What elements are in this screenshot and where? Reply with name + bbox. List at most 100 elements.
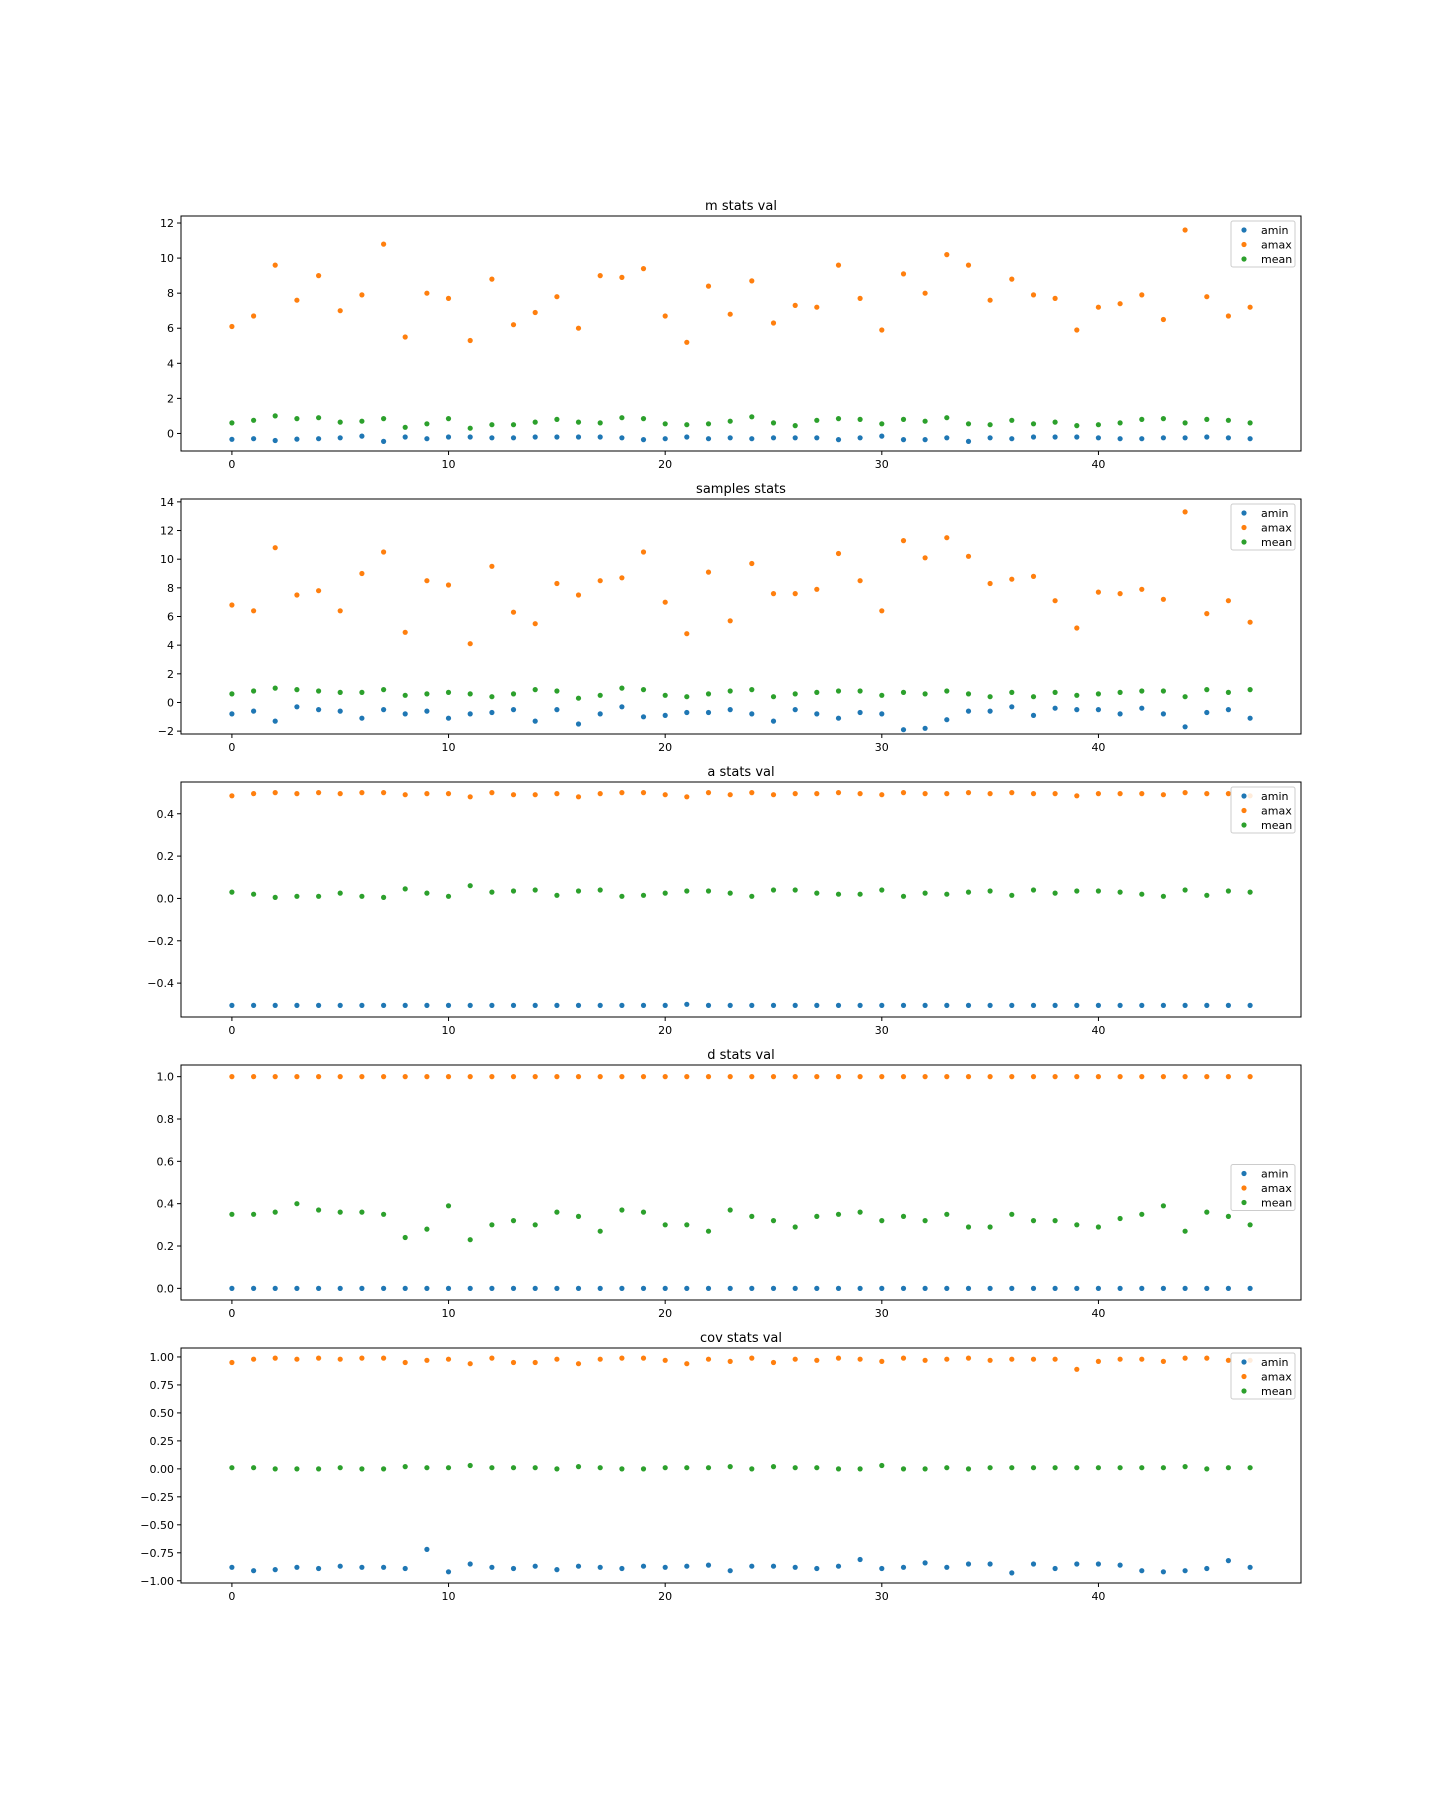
point-amin [489,1285,495,1291]
point-amax [640,1355,647,1361]
point-amax [489,563,495,569]
legend-label-amin: amin [1261,507,1289,520]
point-amin [770,1563,777,1569]
point-mean [900,689,907,696]
point-amin [597,1285,603,1291]
point-amax [467,794,473,800]
point-amax [1030,791,1037,797]
point-mean [1139,688,1145,694]
point-amin [251,708,257,714]
point-amax [1182,1074,1188,1080]
point-mean [1095,1224,1101,1230]
point-amax [814,1357,820,1363]
point-mean [684,422,690,428]
y-tick-label: 4 [167,639,174,652]
point-amin [922,1002,928,1009]
point-amax [792,591,798,597]
point-amin [1139,705,1145,711]
y-tick-label: 14 [160,496,174,509]
chart-title: samples stats [696,482,786,497]
point-amin [879,433,885,439]
point-amin [337,435,343,441]
point-amin [251,1568,257,1574]
point-amin [489,1002,495,1009]
point-amax [1247,1074,1253,1080]
point-mean [381,1466,387,1472]
legend-marker-amax [1241,524,1247,531]
point-amax [727,1074,733,1080]
point-mean [1182,694,1188,700]
point-amin [727,707,733,713]
point-amin [879,1565,885,1572]
x-tick-label: 30 [875,1307,889,1320]
chart-title: m stats val [705,199,777,214]
point-mean [229,420,235,426]
y-tick-label: 12 [160,525,174,538]
legend-label-amax: amax [1261,522,1292,535]
point-amax [900,271,907,277]
point-amin [1225,1558,1231,1564]
point-amax [619,274,625,280]
point-amin [554,1567,560,1573]
point-amax [424,1357,430,1363]
y-tick-label: 0.4 [157,1198,175,1211]
point-amin [835,437,842,443]
point-mean [424,691,430,697]
point-amin [597,1002,603,1009]
point-amax [445,791,452,797]
point-amax [489,1074,495,1080]
y-tick-label: −0.4 [147,977,174,990]
point-amax [467,337,473,344]
point-amax [749,790,755,796]
point-amin [965,1561,972,1567]
point-mean [381,687,387,693]
point-amin [835,1563,842,1569]
point-amin [770,1285,777,1291]
legend-label-amax: amax [1261,239,1292,252]
point-mean [1095,888,1101,894]
y-tick-label: −0.2 [147,935,174,948]
point-mean [770,694,777,700]
point-mean [597,692,603,698]
x-tick-label: 10 [442,1024,456,1037]
point-mean [467,883,473,889]
point-amax [532,1074,538,1080]
point-amax [1160,1074,1166,1080]
point-amax [1095,791,1101,797]
point-amax [705,1074,712,1080]
point-amax [792,791,798,797]
point-amin [944,717,950,723]
legend-marker-mean [1241,256,1247,262]
point-amax [532,1359,538,1366]
point-mean [445,1465,452,1471]
point-amax [294,592,300,598]
point-mean [359,689,365,696]
point-amax [879,1358,885,1364]
point-amin [597,711,603,717]
point-amin [684,709,690,716]
point-amax [554,1074,560,1080]
point-amin [814,435,820,441]
point-mean [1225,417,1231,423]
point-mean [814,689,820,696]
point-amin [424,1546,430,1552]
point-amin [944,1564,950,1570]
point-amin [1204,434,1210,440]
point-mean [1204,1209,1210,1215]
point-mean [402,1234,408,1241]
point-amax [1182,1355,1188,1361]
point-mean [965,889,972,895]
point-amax [272,1074,278,1080]
point-mean [445,689,452,696]
point-amax [1052,791,1058,797]
point-amin [944,1002,950,1009]
point-mean [900,1466,907,1472]
point-amin [1160,1002,1166,1009]
point-amax [965,1355,972,1361]
point-mean [662,1465,668,1471]
point-mean [922,1218,928,1224]
point-amax [229,323,235,330]
point-amin [857,1002,863,1009]
